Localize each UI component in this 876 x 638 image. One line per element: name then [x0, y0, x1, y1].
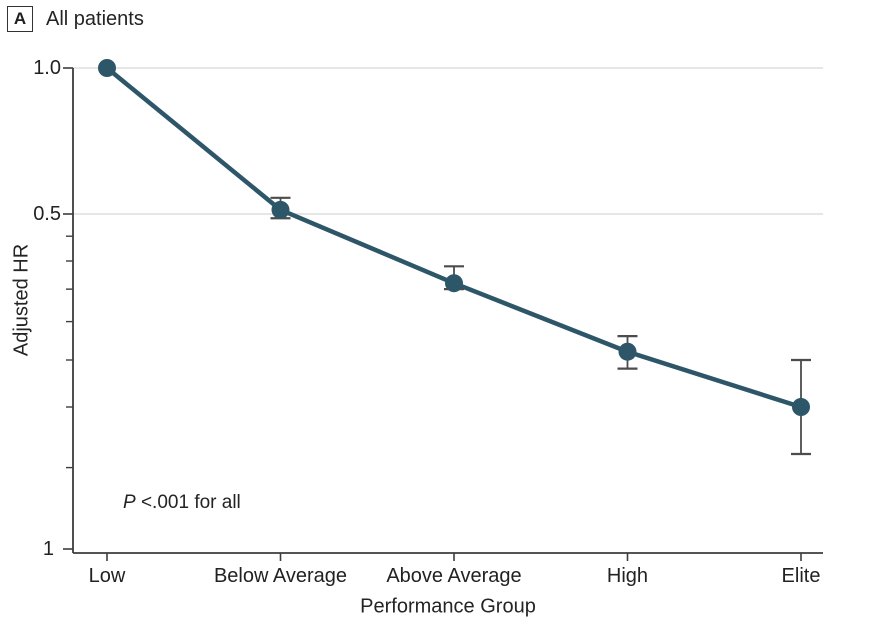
p-value-annotation: P <.001 for all	[123, 492, 241, 514]
data-point-high	[618, 342, 637, 361]
y-tick-label: 1.0	[33, 57, 61, 79]
data-point-below-average	[271, 200, 290, 219]
y-axis-title: Adjusted HR	[10, 243, 33, 357]
p-value-text: <.001 for all	[135, 492, 241, 513]
x-tick-label-high: High	[607, 565, 648, 587]
panel-title: All patients	[46, 8, 144, 30]
data-point-above-average	[445, 274, 463, 293]
data-point-elite	[792, 398, 810, 417]
panel-letter: A	[13, 9, 27, 28]
x-tick-label-below-average: Below Average	[214, 565, 347, 587]
x-tick-label-elite: Elite	[782, 565, 821, 587]
x-tick-label-low: Low	[89, 565, 126, 587]
panel-letter-badge: A	[7, 6, 33, 32]
series-line	[104, 65, 804, 410]
x-axis-title: Performance Group	[360, 595, 536, 618]
y-tick-label: 1	[43, 538, 54, 560]
y-tick-label: 0.5	[33, 203, 61, 225]
p-value-symbol: P	[123, 492, 136, 513]
data-point-low	[98, 59, 116, 77]
x-tick-label-above-average: Above Average	[386, 565, 521, 587]
